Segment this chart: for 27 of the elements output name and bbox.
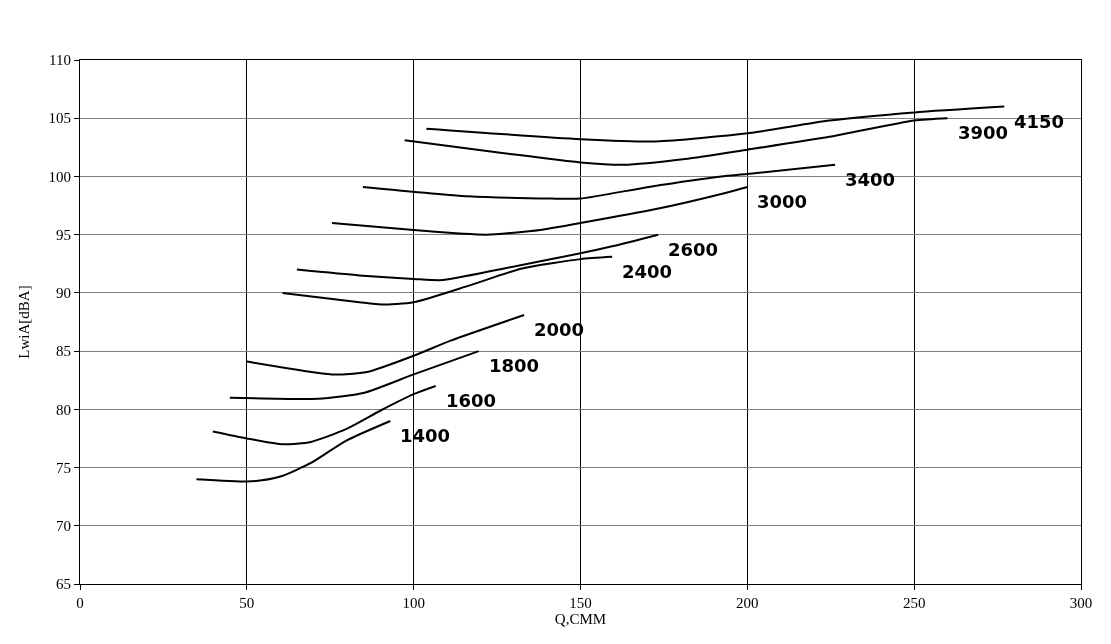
y-tick-label: 100 (48, 168, 71, 185)
x-tick-label: 0 (76, 595, 84, 611)
series-label: 2600 (668, 239, 719, 260)
y-tick-label: 105 (48, 110, 71, 127)
series-label: 1600 (446, 390, 497, 411)
y-axis-title: LwiA[dBA] (15, 285, 32, 359)
x-tick-label: 300 (1069, 595, 1093, 611)
series-label: 3400 (845, 169, 896, 190)
x-tick-label: 150 (569, 595, 592, 611)
y-tick-label: 70 (56, 518, 71, 535)
series-label: 2400 (622, 261, 673, 282)
series-label: 1800 (489, 355, 540, 376)
series-label: 3900 (958, 122, 1009, 143)
x-tick-label: 200 (736, 595, 759, 611)
x-tick-label: 100 (402, 595, 425, 611)
y-tick-label: 95 (56, 226, 71, 243)
y-tick-label: 80 (56, 401, 71, 418)
x-axis-title: Q,CMM (554, 611, 607, 627)
y-tick-label: 75 (56, 459, 71, 476)
series-label: 4150 (1014, 111, 1065, 132)
x-tick-label: 50 (239, 595, 255, 611)
y-tick-label: 90 (56, 285, 71, 302)
x-tick-label: 250 (902, 595, 926, 611)
series-label: 3000 (757, 191, 808, 212)
y-tick-label: 85 (56, 343, 71, 360)
y-tick-label: 65 (56, 576, 71, 593)
y-tick-label: 110 (49, 52, 71, 69)
